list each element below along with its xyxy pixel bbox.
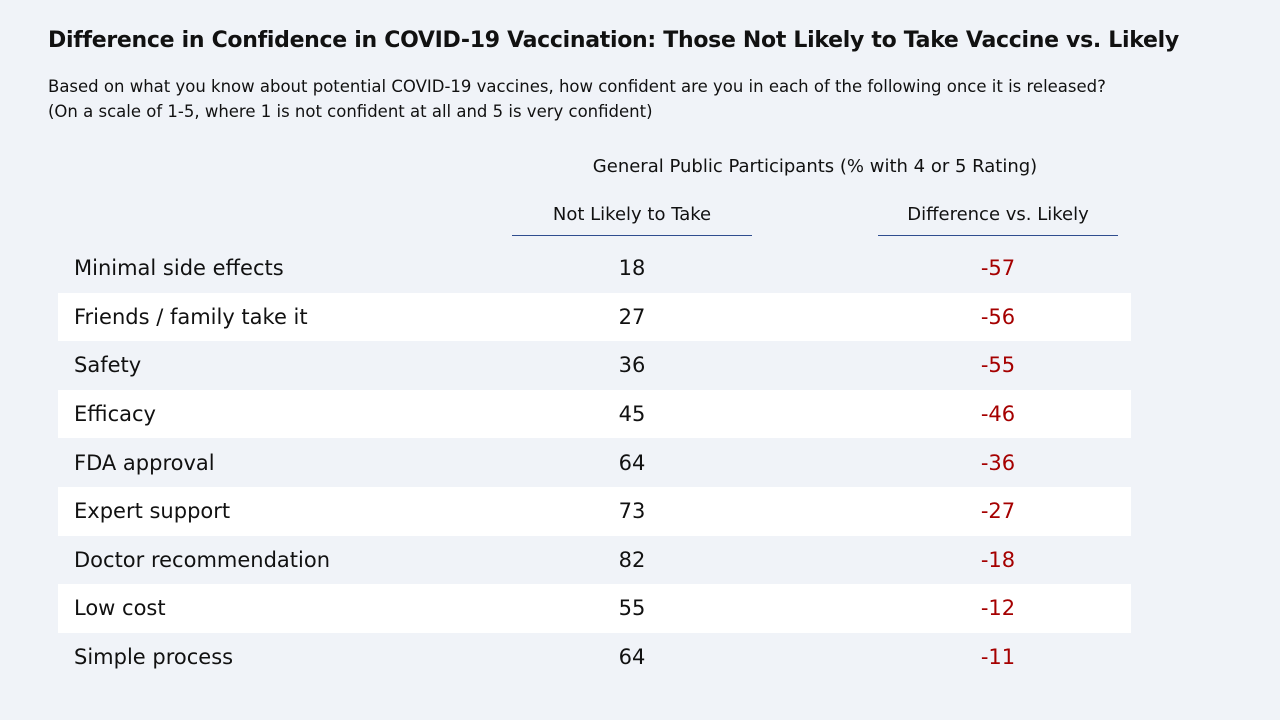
question-line-2: (On a scale of 1-5, where 1 is not confi… [48, 102, 653, 121]
question-text: Based on what you know about potential C… [48, 74, 1106, 124]
not-likely-value: 36 [618, 353, 646, 378]
group-header: General Public Participants (% with 4 or… [592, 156, 1038, 177]
difference-value: -46 [980, 402, 1016, 427]
row-label: Minimal side effects [74, 256, 284, 281]
row-label: Efficacy [74, 402, 156, 427]
not-likely-value: 64 [618, 645, 646, 670]
page-title: Difference in Confidence in COVID-19 Vac… [48, 28, 1179, 53]
not-likely-value: 18 [618, 256, 646, 281]
table-row: Friends / family take it 27 -56 [58, 292, 1131, 342]
difference-value: -55 [980, 353, 1016, 378]
difference-value: -36 [980, 450, 1016, 475]
not-likely-value: 82 [618, 547, 646, 572]
difference-value: -18 [980, 547, 1016, 572]
not-likely-value: 64 [618, 450, 646, 475]
not-likely-value: 73 [618, 499, 646, 524]
row-label: Simple process [74, 645, 234, 670]
difference-value: -12 [980, 596, 1016, 621]
table-row: FDA approval 64 -36 [58, 438, 1131, 487]
table-row: Doctor recommendation 82 -18 [58, 536, 1131, 585]
not-likely-value: 27 [618, 304, 646, 329]
difference-value: -57 [980, 256, 1016, 281]
row-label: Friends / family take it [74, 304, 308, 329]
difference-value: -56 [980, 304, 1016, 329]
column-header-not-likely: Not Likely to Take [512, 204, 752, 236]
table-row: Safety 36 -55 [58, 341, 1131, 390]
table-row: Low cost 55 -12 [58, 584, 1131, 633]
table-row: Expert support 73 -27 [58, 486, 1131, 536]
row-label: Low cost [74, 596, 166, 621]
column-header-difference: Difference vs. Likely [878, 204, 1118, 236]
difference-value: -27 [980, 499, 1016, 524]
results-table: Minimal side effects 18 -57 Friends / fa… [58, 244, 1131, 681]
row-label: Expert support [74, 499, 231, 524]
table-row: Simple process 64 -11 [58, 633, 1131, 682]
not-likely-value: 55 [618, 596, 646, 621]
difference-value: -11 [980, 645, 1016, 670]
row-label: FDA approval [74, 450, 215, 475]
table-row: Minimal side effects 18 -57 [58, 244, 1131, 293]
row-label: Doctor recommendation [74, 547, 331, 572]
question-line-1: Based on what you know about potential C… [48, 77, 1106, 96]
not-likely-value: 45 [618, 402, 646, 427]
row-label: Safety [74, 353, 142, 378]
table-row: Efficacy 45 -46 [58, 389, 1131, 439]
